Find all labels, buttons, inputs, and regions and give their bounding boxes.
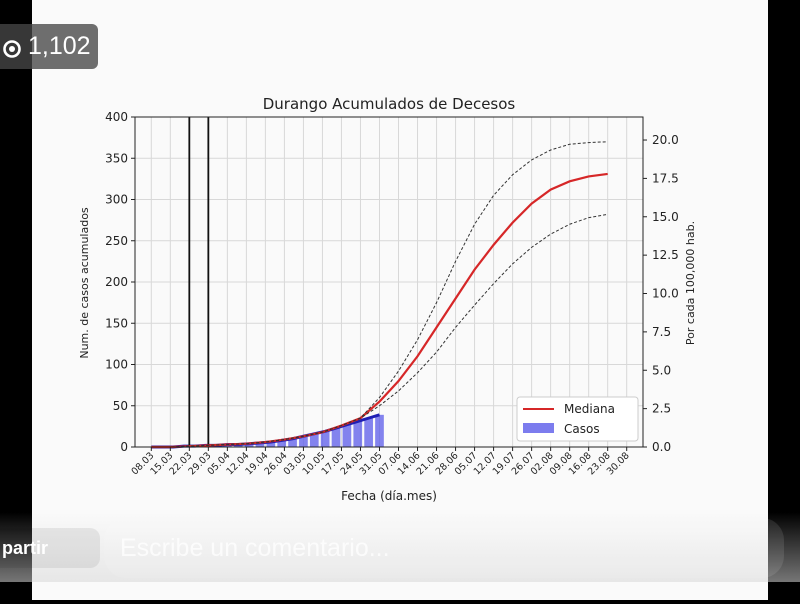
y-right-tick-label: 15.0 [652,210,679,224]
legend: Mediana Casos [516,396,639,442]
cases-bar [288,438,297,447]
series-line-lower [151,213,608,448]
cases-bar [331,428,341,447]
cases-bar [353,421,363,447]
cases-bar [255,442,265,447]
y-tick-label: 250 [105,234,128,248]
series-lines [151,141,608,449]
y-axis-right-label: Por cada 100,000 hab. [684,221,697,345]
y-right-tick-label: 7.5 [652,325,671,339]
y-right-tick-label: 12.5 [652,248,679,262]
y-right-tick-label: 20.0 [652,133,679,147]
y-axis-left: 0 50 100 150 200 250 300 350 400 [105,110,135,454]
share-button[interactable]: partir [0,528,100,568]
y-axis-right: 0.0 2.5 5.0 7.5 10.0 12.5 15.0 17.5 20.0 [643,133,679,454]
right-border [768,0,800,600]
cases-bar [342,424,352,447]
legend-swatch-casos [523,423,554,433]
y-tick-label: 0 [120,440,128,454]
y-right-tick-label: 5.0 [652,363,671,377]
cases-bar [299,436,308,447]
y-tick-label: 200 [105,275,128,289]
video-frame: 0 50 100 150 200 250 300 350 400 0.0 2.5 5.0 7.5 10.… [32,0,768,600]
legend-label-casos: Casos [564,422,600,436]
y-right-tick-label: 10.0 [652,287,679,301]
grid-lines [135,116,643,448]
cases-bar [320,431,330,447]
chart-title: Durango Acumulados de Decesos [263,95,516,113]
cases-bar [277,440,287,447]
y-right-tick-label: 0.0 [652,440,671,454]
legend-label-mediana: Mediana [564,402,615,416]
cases-bar [309,433,319,447]
view-count-badge: 1,102 [0,24,98,69]
cases-bar [375,414,384,447]
y-tick-label: 50 [113,399,128,413]
y-tick-label: 150 [105,316,128,330]
comment-input[interactable]: Escribe un comentario... [104,518,784,578]
y-tick-label: 100 [105,358,128,372]
x-axis-label: Fecha (día.mes) [341,489,437,503]
cases-bar [364,418,373,447]
y-right-tick-label: 2.5 [652,402,671,416]
cases-bar [244,443,254,447]
y-tick-label: 300 [105,193,128,207]
y-tick-label: 350 [105,151,128,165]
y-right-tick-label: 17.5 [652,171,679,185]
cases-bar [266,442,276,447]
chart: 0 50 100 150 200 250 300 350 400 0.0 2.5 5.0 7.5 10.… [78,95,697,503]
view-count: 1,102 [28,32,91,60]
y-axis-label: Num. de casos acumulados [78,207,91,359]
comment-placeholder: Escribe un comentario... [120,533,390,562]
bottom-overlay [0,512,800,582]
share-label: partir [2,537,49,558]
x-axis: 08.0315.0322.0329.0305.0412.0419.0426.04… [129,447,632,477]
eye-icon [2,37,22,58]
y-tick-label: 400 [105,110,128,124]
reference-lines [188,117,210,447]
